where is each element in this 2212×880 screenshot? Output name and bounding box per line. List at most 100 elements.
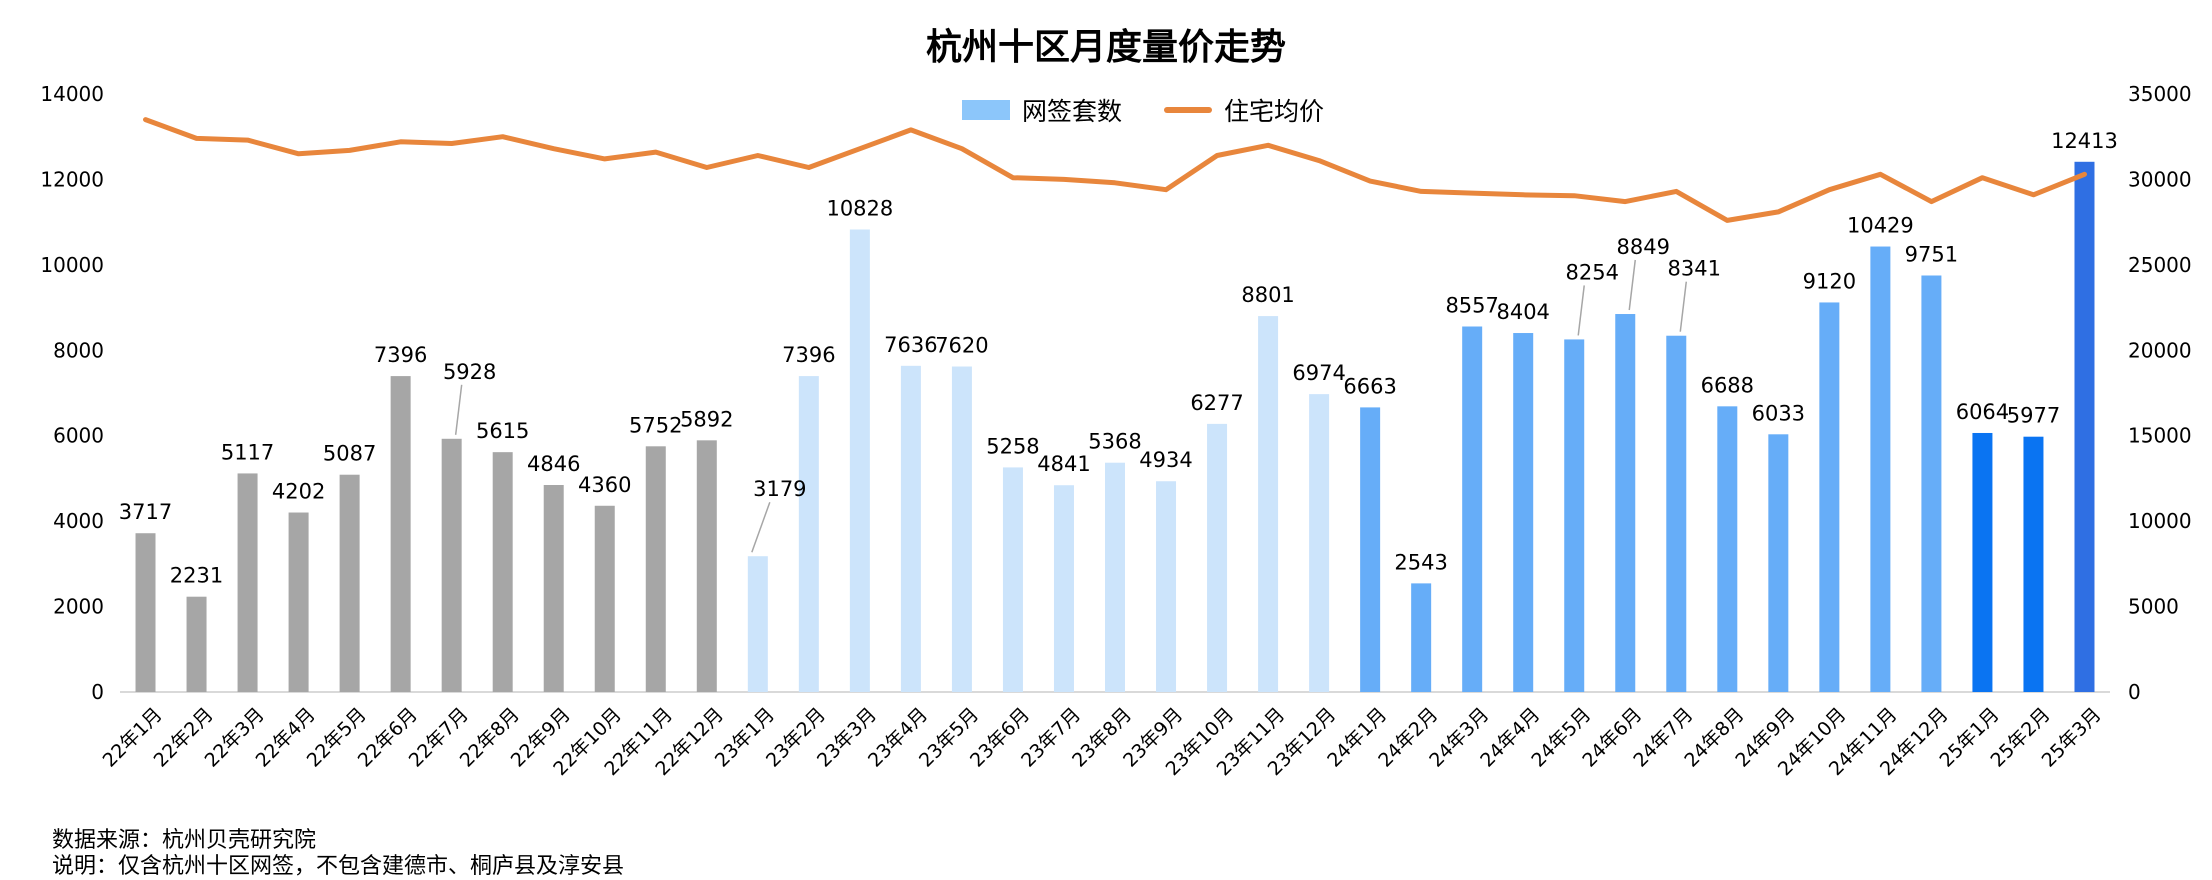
bar	[186, 596, 207, 692]
y-left-tick-label: 10000	[40, 253, 104, 277]
bar	[594, 505, 615, 692]
bar-data-label: 5615	[476, 419, 529, 443]
y-right-tick-label: 30000	[2128, 167, 2192, 191]
y-left-tick-label: 12000	[40, 167, 104, 191]
data-label-leader	[1628, 259, 1637, 311]
bar-data-label: 7636	[884, 333, 937, 357]
bar-data-label: 5258	[986, 434, 1039, 458]
bar-data-label: 8849	[1617, 235, 1670, 259]
bar	[288, 512, 309, 692]
bar-data-label: 6064	[1956, 400, 2009, 424]
bar	[645, 446, 666, 692]
bar	[1615, 314, 1636, 692]
bar	[747, 556, 768, 692]
bar-data-label: 3179	[753, 477, 806, 501]
bar	[339, 474, 360, 692]
bar	[951, 366, 972, 692]
bar	[1002, 467, 1023, 692]
bar	[1309, 394, 1330, 692]
bar-data-label: 3717	[119, 500, 172, 524]
bar	[798, 376, 819, 692]
y-right-tick-label: 15000	[2128, 424, 2192, 448]
price-line	[143, 117, 2087, 223]
bar-data-label: 8341	[1668, 257, 1721, 281]
bar	[849, 229, 870, 692]
data-label-leader	[751, 501, 771, 553]
bar-data-label: 7396	[782, 343, 835, 367]
bar-data-label: 8557	[1445, 293, 1498, 317]
bar-data-label: 5368	[1088, 430, 1141, 454]
bar-data-label: 4841	[1037, 452, 1090, 476]
y-left-tick-label: 0	[91, 680, 104, 704]
y-right-tick-label: 25000	[2128, 253, 2192, 277]
bar-data-label: 7396	[374, 343, 427, 367]
legend-swatch-bar	[962, 100, 1010, 120]
bar-data-label: 9120	[1803, 269, 1856, 293]
y-right-tick-label: 35000	[2128, 82, 2192, 106]
bar	[390, 376, 411, 692]
footer-note: 说明：仅含杭州十区网签，不包含建德市、桐庐县及淳安县	[52, 854, 625, 879]
y-right-tick-label: 10000	[2128, 509, 2192, 533]
footer-source: 数据来源：杭州贝壳研究院	[52, 828, 317, 853]
y-left-tick-label: 4000	[53, 509, 104, 533]
bar	[1921, 275, 1942, 692]
bar	[1053, 485, 1074, 692]
bar-data-label: 5087	[323, 442, 376, 466]
bar-data-label: 4202	[272, 480, 325, 504]
chart-title: 杭州十区月度量价走势	[925, 27, 1286, 68]
legend-label-line: 住宅均价	[1224, 97, 1325, 126]
bar-data-label: 5117	[221, 440, 274, 464]
legend-item-bar: 网签套数	[962, 92, 1122, 128]
bar-data-label: 10429	[1847, 214, 1914, 238]
y-right-tick-label: 20000	[2128, 338, 2192, 362]
bar	[1666, 335, 1687, 692]
bar-data-label: 6974	[1292, 361, 1345, 385]
bar	[1513, 333, 1534, 692]
y-left-tick-label: 6000	[53, 424, 104, 448]
legend-item-line: 住宅均价	[1164, 92, 1324, 128]
bar-data-label: 4934	[1139, 448, 1192, 472]
bar	[2074, 161, 2095, 692]
bar-data-label: 12413	[2051, 129, 2118, 153]
bar-data-label: 5892	[680, 407, 733, 431]
bar-data-label: 5752	[629, 413, 682, 437]
bar	[1564, 339, 1585, 692]
y-left-tick-label: 8000	[53, 338, 104, 362]
bar	[696, 440, 717, 692]
bar	[237, 473, 258, 692]
bar-data-label: 6688	[1701, 373, 1754, 397]
bar	[1360, 407, 1381, 692]
bar-data-label: 5928	[443, 360, 496, 384]
legend-label-bar: 网签套数	[1022, 97, 1123, 126]
bar	[2023, 436, 2044, 692]
bar	[492, 452, 513, 692]
bar	[900, 365, 921, 692]
bar	[1870, 246, 1891, 692]
bar-data-label: 4846	[527, 452, 580, 476]
bar-data-label: 8404	[1496, 300, 1549, 324]
chart-legend: 网签套数 住宅均价	[962, 92, 1366, 128]
bar	[135, 533, 156, 692]
y-left-tick-label: 2000	[53, 595, 104, 619]
bar	[441, 438, 462, 692]
bar	[1819, 302, 1840, 692]
data-label-leader	[1679, 281, 1688, 332]
bar	[1156, 481, 1177, 692]
bar-data-label: 10828	[826, 196, 893, 220]
bar-data-label: 4360	[578, 473, 631, 497]
bar	[1717, 406, 1738, 692]
bar-data-label: 6033	[1752, 401, 1805, 425]
bar-data-label: 2543	[1394, 550, 1447, 574]
bar-data-label: 6663	[1343, 374, 1396, 398]
legend-swatch-line	[1164, 107, 1213, 113]
bar	[1105, 462, 1125, 692]
bar-data-label: 9751	[1905, 242, 1958, 266]
bar	[1258, 316, 1279, 692]
bar	[1411, 583, 1432, 692]
bar	[1462, 326, 1483, 692]
bar	[1768, 434, 1789, 692]
bar	[543, 485, 564, 692]
bar	[1207, 423, 1228, 692]
bar-data-label: 7620	[935, 334, 988, 358]
